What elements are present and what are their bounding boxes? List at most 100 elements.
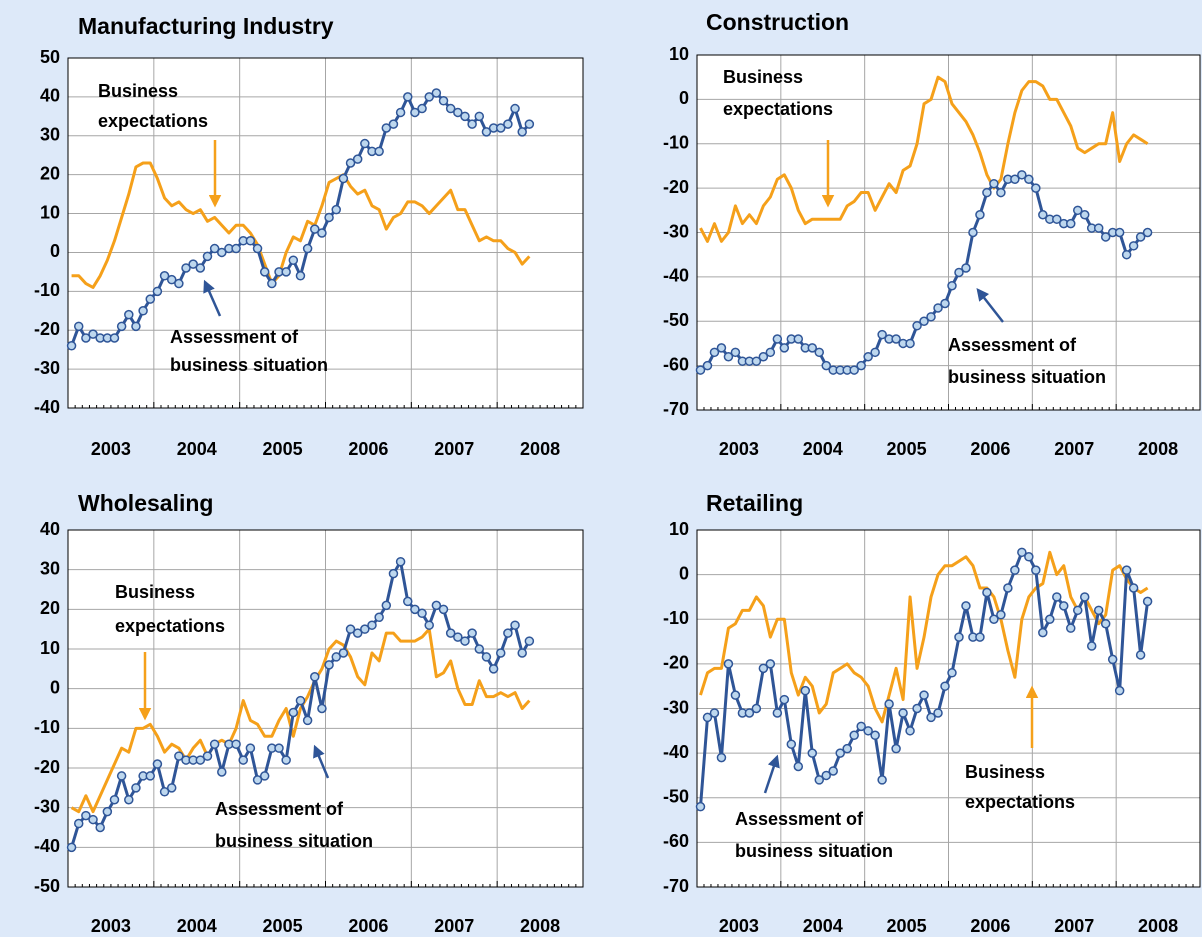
point bbox=[217, 767, 227, 777]
annotation: Assessment of bbox=[215, 799, 344, 819]
point bbox=[856, 721, 866, 732]
point bbox=[453, 107, 463, 118]
point bbox=[460, 636, 470, 646]
point bbox=[716, 343, 727, 353]
point bbox=[310, 224, 320, 234]
point bbox=[302, 243, 313, 254]
annotation: expectations bbox=[115, 616, 225, 636]
point bbox=[245, 743, 256, 753]
annotation: Assessment of bbox=[735, 809, 864, 829]
point bbox=[821, 770, 831, 781]
x-tick-label: 2007 bbox=[434, 916, 474, 936]
y-tick-label: 0 bbox=[679, 88, 689, 108]
point bbox=[474, 111, 485, 122]
point bbox=[975, 210, 985, 220]
chart-title: Retailing bbox=[706, 490, 803, 516]
point bbox=[1024, 174, 1034, 184]
plot-frame bbox=[67, 57, 584, 409]
point bbox=[1128, 241, 1139, 251]
point bbox=[702, 712, 713, 723]
point bbox=[360, 624, 370, 634]
y-tick-label: 20 bbox=[40, 598, 60, 618]
point bbox=[195, 755, 206, 765]
point bbox=[772, 334, 783, 344]
point bbox=[989, 614, 999, 624]
point bbox=[730, 347, 741, 358]
point bbox=[152, 286, 163, 297]
y-tick-label: -10 bbox=[34, 280, 60, 300]
point bbox=[800, 685, 811, 696]
point bbox=[381, 123, 392, 133]
point bbox=[975, 632, 985, 642]
point bbox=[835, 748, 845, 758]
point bbox=[295, 695, 306, 706]
x-tick-label: 2005 bbox=[887, 439, 927, 459]
point bbox=[417, 103, 427, 114]
point bbox=[947, 668, 957, 678]
point bbox=[1017, 170, 1027, 180]
point bbox=[510, 103, 520, 114]
point bbox=[217, 247, 227, 258]
annotation: Business bbox=[115, 582, 195, 602]
x-tick-label: 2008 bbox=[520, 439, 560, 459]
point bbox=[1135, 232, 1146, 242]
x-tick-label: 2008 bbox=[520, 916, 560, 936]
y-tick-label: -10 bbox=[34, 717, 60, 737]
y-tick-label: -30 bbox=[663, 221, 689, 241]
point bbox=[877, 329, 887, 340]
point bbox=[807, 748, 818, 758]
annotation-arrow bbox=[763, 754, 780, 794]
point bbox=[345, 624, 356, 634]
y-tick-label: -70 bbox=[663, 399, 689, 419]
point bbox=[403, 92, 413, 102]
point bbox=[438, 604, 449, 615]
plot-frame bbox=[67, 529, 584, 888]
point bbox=[1066, 623, 1076, 633]
point bbox=[863, 352, 873, 362]
y-tick-label: 20 bbox=[40, 163, 60, 183]
point bbox=[102, 806, 113, 817]
x-tick-label: 2007 bbox=[1054, 916, 1094, 936]
point bbox=[1038, 627, 1048, 638]
y-tick-label: -50 bbox=[663, 310, 689, 330]
point bbox=[968, 227, 978, 238]
y-tick-label: -30 bbox=[34, 358, 60, 378]
point bbox=[209, 243, 220, 254]
x-tick-label: 2005 bbox=[263, 439, 303, 459]
point bbox=[849, 730, 859, 741]
point bbox=[856, 360, 866, 371]
y-tick-label: 30 bbox=[40, 125, 60, 145]
y-tick-label: -40 bbox=[34, 397, 60, 417]
annotation-arrow bbox=[203, 279, 222, 317]
point bbox=[814, 775, 825, 785]
point bbox=[1017, 547, 1027, 558]
x-tick-label: 2008 bbox=[1138, 916, 1178, 936]
point bbox=[695, 801, 706, 812]
point bbox=[1079, 592, 1090, 602]
x-tick-label: 2006 bbox=[970, 916, 1010, 936]
point bbox=[1121, 249, 1132, 260]
point bbox=[1114, 685, 1125, 696]
point bbox=[267, 278, 277, 289]
point bbox=[1031, 565, 1041, 575]
point bbox=[352, 628, 363, 638]
x-tick-label: 2005 bbox=[887, 916, 927, 936]
point bbox=[317, 228, 327, 238]
annotation: Business bbox=[98, 81, 178, 101]
y-tick-label: 40 bbox=[40, 519, 60, 539]
point bbox=[131, 321, 141, 332]
y-tick-label: -40 bbox=[34, 836, 60, 856]
point bbox=[1031, 183, 1041, 193]
point bbox=[919, 690, 929, 700]
point bbox=[438, 96, 449, 106]
y-tick-label: 10 bbox=[40, 202, 60, 222]
annotation: business situation bbox=[215, 831, 373, 851]
y-tick-label: 40 bbox=[40, 86, 60, 106]
point bbox=[1093, 605, 1104, 616]
point bbox=[274, 743, 284, 753]
point bbox=[1052, 592, 1062, 602]
point bbox=[181, 263, 191, 273]
point bbox=[849, 365, 859, 375]
y-tick-label: -70 bbox=[663, 876, 689, 896]
point bbox=[410, 107, 420, 118]
